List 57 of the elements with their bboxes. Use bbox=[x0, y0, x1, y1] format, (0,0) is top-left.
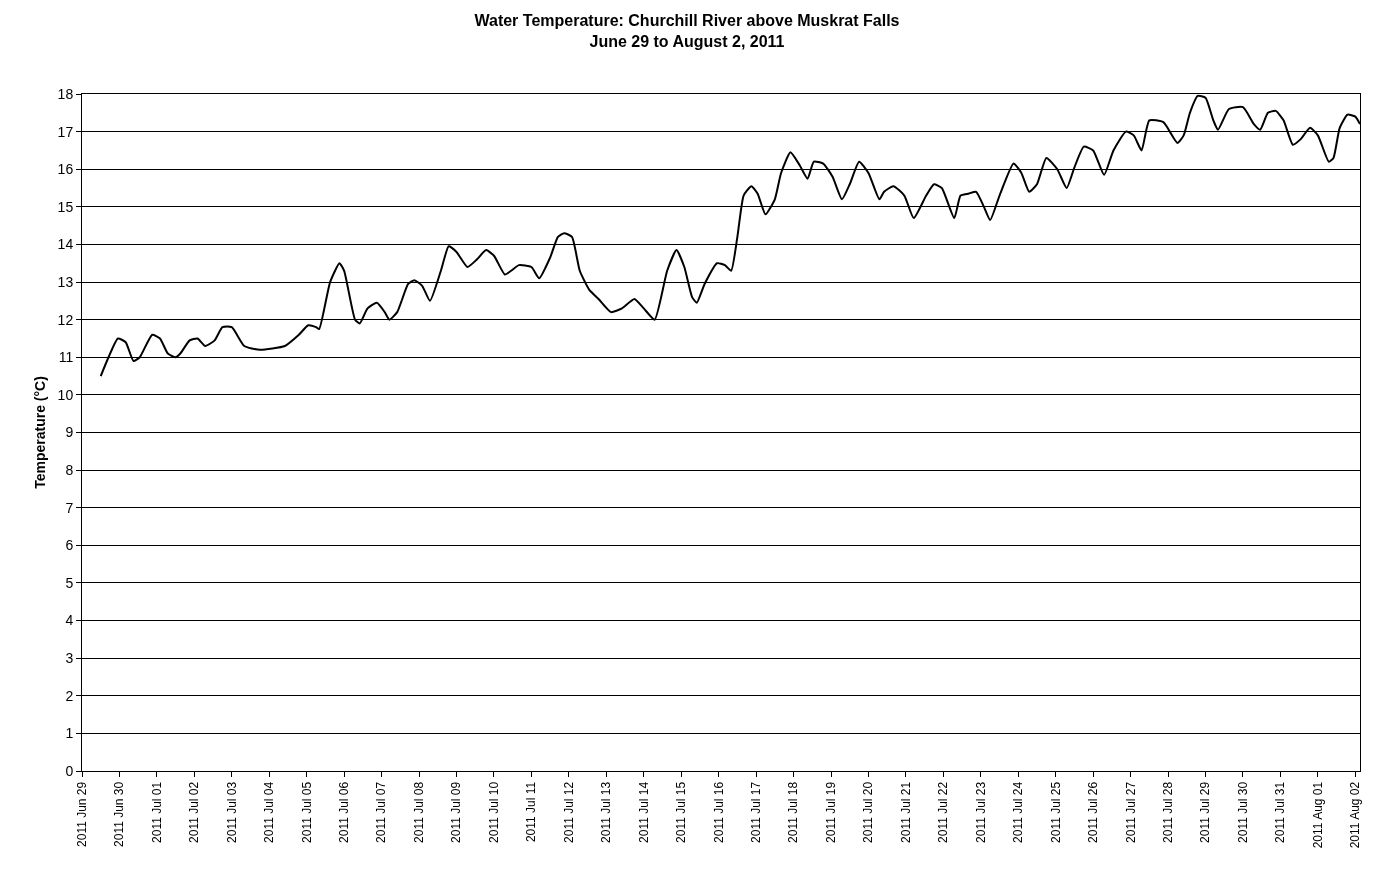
x-tick-label: 2011 Jul 21 bbox=[898, 781, 913, 843]
y-tick-label: 5 bbox=[65, 574, 74, 591]
x-tick-label: 2011 Jul 03 bbox=[224, 781, 239, 843]
x-tick-label: 2011 Jul 17 bbox=[749, 781, 764, 843]
y-tick-label: 4 bbox=[65, 612, 74, 629]
y-tick-label: 14 bbox=[57, 236, 74, 253]
y-tick-label: 1 bbox=[65, 725, 74, 742]
x-tick-label: 2011 Jul 04 bbox=[262, 781, 277, 843]
y-tick-label: 18 bbox=[57, 85, 74, 102]
y-tick-label: 3 bbox=[65, 650, 74, 667]
x-tick-label: 2011 Jul 20 bbox=[861, 781, 876, 843]
x-tick-label: 2011 Jul 31 bbox=[1273, 781, 1288, 843]
x-tick-label: 2011 Jul 30 bbox=[1235, 781, 1250, 843]
x-tick-label: 2011 Jul 22 bbox=[936, 781, 951, 843]
x-tick-label: 2011 Aug 01 bbox=[1310, 781, 1325, 849]
x-tick-label: 2011 Jul 26 bbox=[1086, 781, 1101, 843]
y-tick-label: 15 bbox=[57, 198, 74, 215]
x-tick-label: 2011 Jul 06 bbox=[337, 781, 352, 843]
x-tick-label: 2011 Jul 05 bbox=[299, 781, 314, 843]
x-tick-label: 2011 Jul 15 bbox=[674, 781, 689, 843]
y-tick-label: 11 bbox=[58, 349, 74, 366]
x-tick-label: 2011 Jul 23 bbox=[973, 781, 988, 843]
x-tick-label: 2011 Jul 25 bbox=[1048, 781, 1063, 843]
x-tick-label: 2011 Jul 07 bbox=[374, 781, 389, 843]
x-tick-label: 2011 Jul 27 bbox=[1123, 781, 1138, 843]
y-tick-label: 13 bbox=[57, 273, 74, 290]
y-tick-label: 12 bbox=[57, 311, 74, 328]
y-tick-label: 8 bbox=[65, 462, 74, 479]
y-tick-label: 16 bbox=[57, 161, 74, 178]
x-tick-label: 2011 Aug 02 bbox=[1348, 781, 1363, 849]
y-tick-label: 9 bbox=[65, 424, 74, 441]
x-tick-label: 2011 Jul 29 bbox=[1198, 781, 1213, 843]
x-tick-label: 2011 Jun 30 bbox=[112, 781, 127, 847]
x-tick-label: 2011 Jul 13 bbox=[599, 781, 614, 843]
x-tick-label: 2011 Jul 12 bbox=[561, 781, 576, 843]
x-tick-label: 2011 Jul 09 bbox=[449, 781, 464, 843]
x-tick-label: 2011 Jun 29 bbox=[74, 781, 89, 847]
x-tick-label: 2011 Jul 16 bbox=[711, 781, 726, 843]
x-tick-label: 2011 Jul 18 bbox=[786, 781, 801, 843]
x-tick-label: 2011 Jul 19 bbox=[823, 781, 838, 843]
x-tick-label: 2011 Jul 11 bbox=[524, 781, 539, 843]
y-tick-label: 0 bbox=[65, 762, 74, 779]
x-tick-label: 2011 Jul 14 bbox=[636, 781, 651, 843]
y-tick-label: 6 bbox=[65, 537, 74, 554]
y-tick-label: 10 bbox=[57, 386, 74, 403]
y-tick-label: 2 bbox=[65, 687, 74, 704]
x-tick-label: 2011 Jul 08 bbox=[411, 781, 426, 843]
y-axis-title: Temperature (°C) bbox=[32, 376, 49, 489]
x-tick-label: 2011 Jul 10 bbox=[486, 781, 501, 843]
chart-title: Water Temperature: Churchill River above Muskrat Falls bbox=[474, 12, 900, 30]
x-tick-label: 2011 Jul 02 bbox=[187, 781, 202, 843]
y-tick-label: 7 bbox=[65, 499, 74, 516]
x-tick-label: 2011 Jul 01 bbox=[149, 781, 164, 843]
x-tick-label: 2011 Jul 24 bbox=[1011, 781, 1026, 843]
chart-subtitle: June 29 to August 2, 2011 bbox=[589, 33, 785, 51]
x-tick-label: 2011 Jul 28 bbox=[1160, 781, 1175, 843]
y-tick-label: 17 bbox=[57, 123, 74, 140]
